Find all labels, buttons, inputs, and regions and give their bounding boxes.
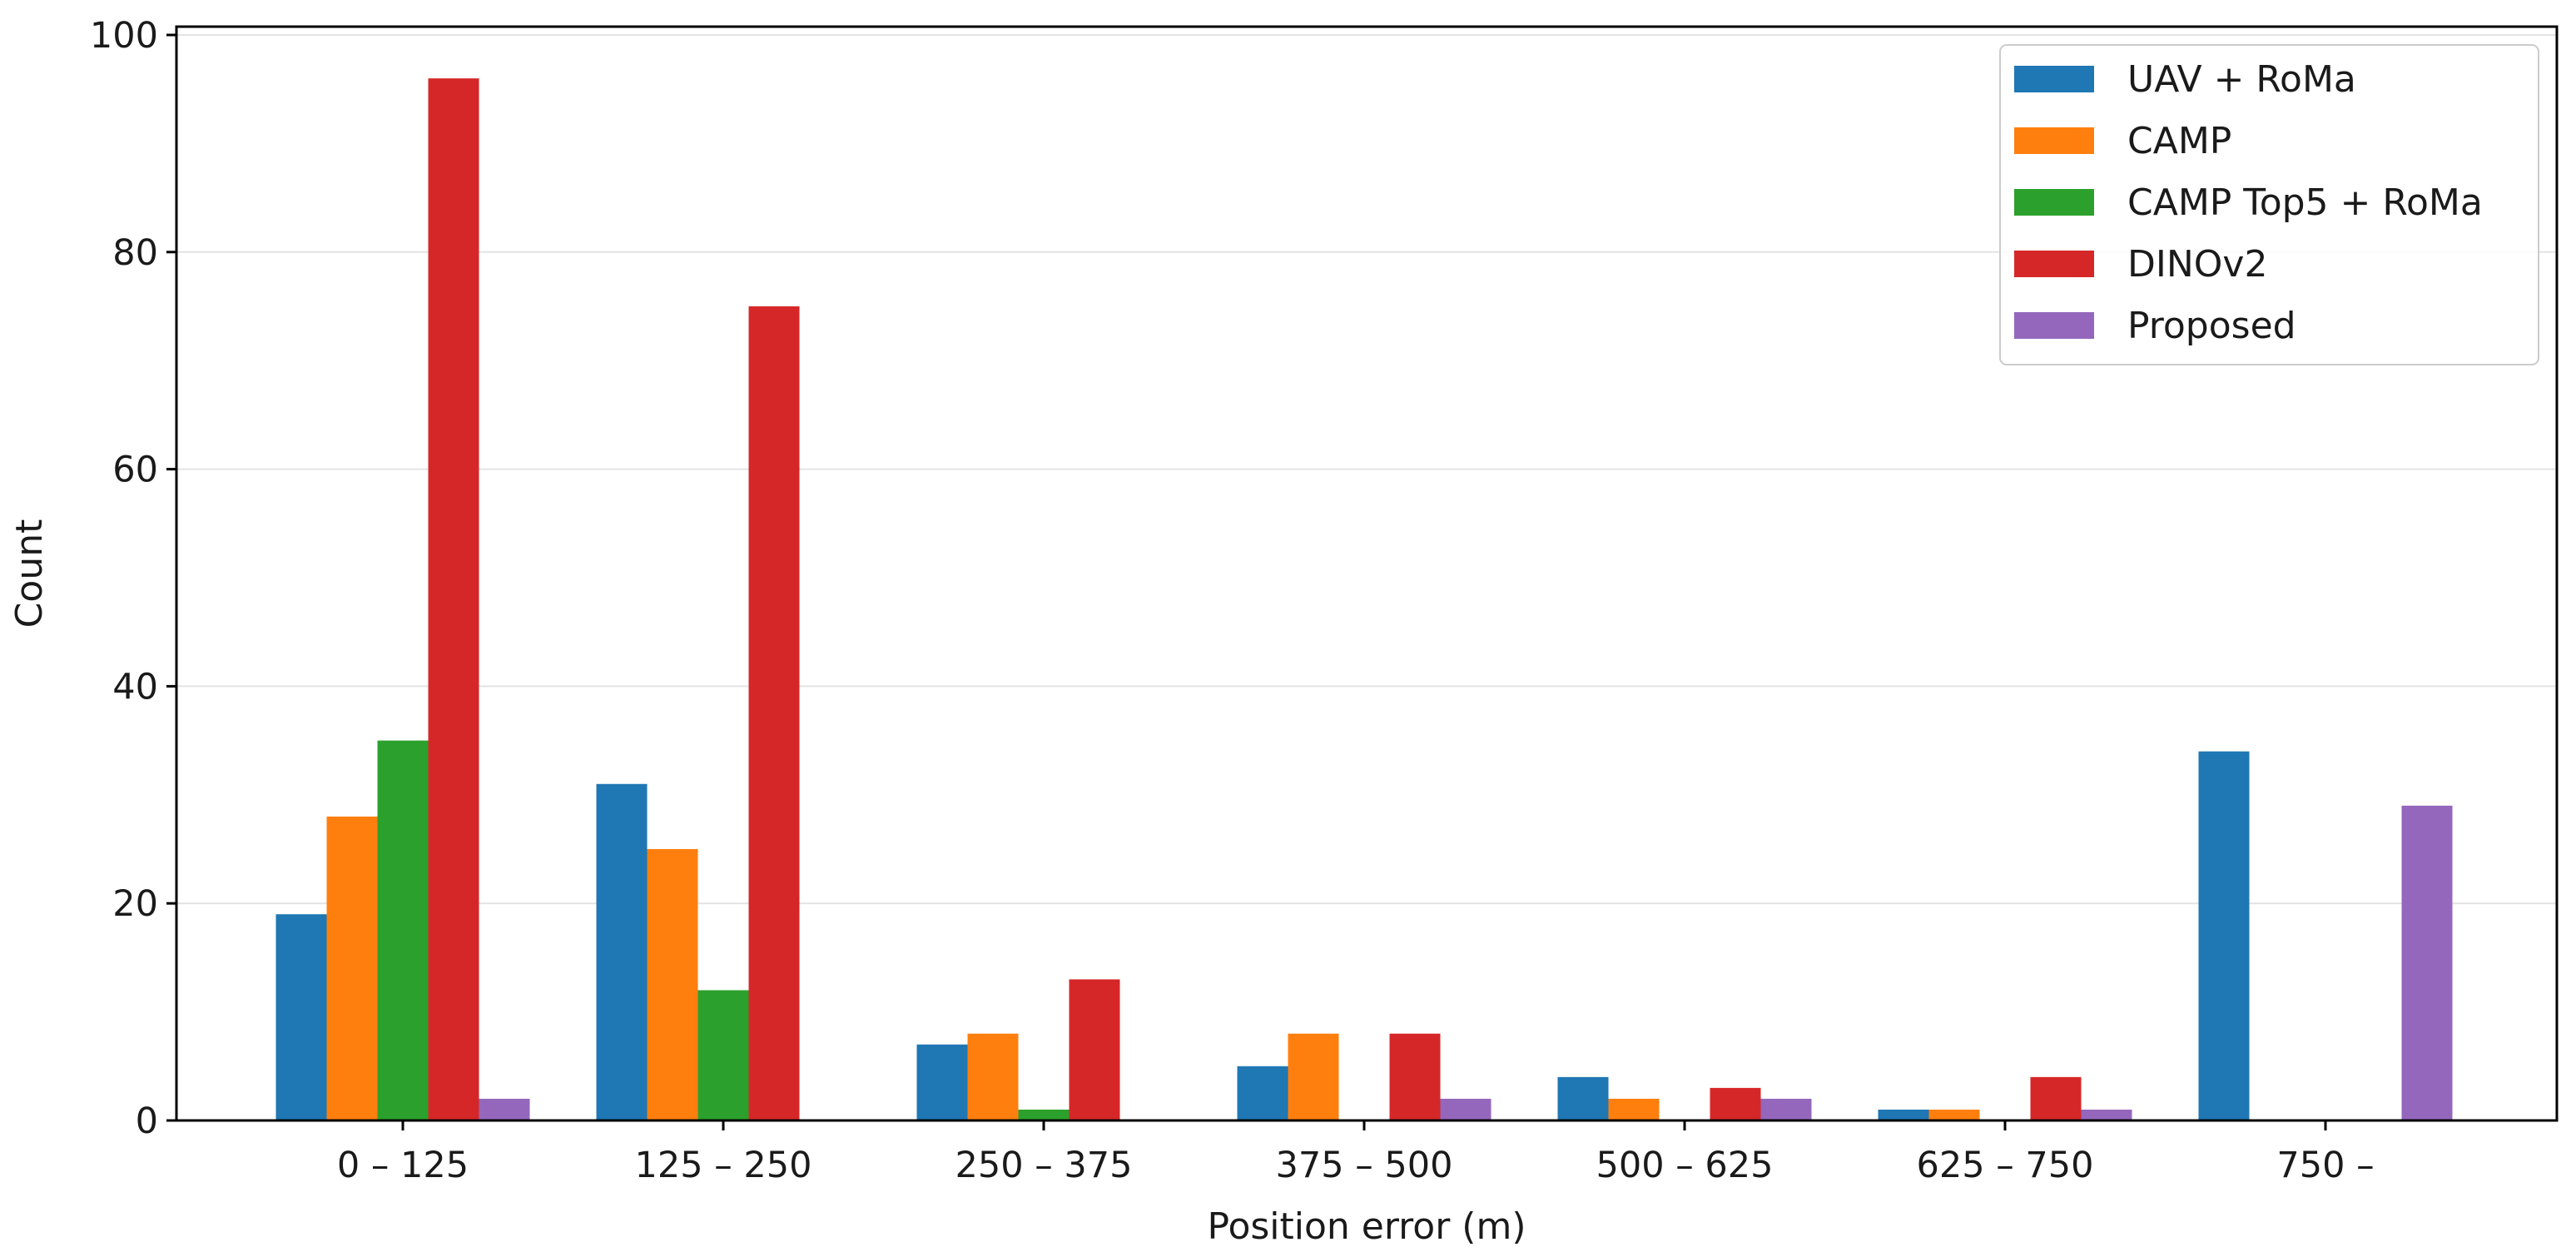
legend-label: UAV + RoMa [2127,58,2356,101]
x-tick-label: 625 – 750 [1917,1145,2094,1186]
x-tick-label: 375 – 500 [1276,1145,1453,1186]
bar [596,783,648,1120]
bar [326,816,378,1120]
bar [1018,1109,1070,1120]
bar [1288,1033,1339,1120]
bar [1557,1076,1609,1120]
bar [647,849,698,1120]
bar [377,740,429,1120]
bar [916,1044,968,1120]
legend-swatch [2014,66,2094,92]
bar [1389,1033,1441,1120]
bar [2401,805,2453,1120]
bar [1928,1109,1980,1120]
legend-label: DINOv2 [2127,243,2267,286]
plot-frame [175,25,2559,1122]
x-axis: 0 – 125 125 – 250 250 – 375 375 – 500 500 – … [337,1120,2375,1186]
bar [697,990,749,1120]
x-tick-label: 250 – 375 [955,1145,1133,1186]
bar [1760,1098,1812,1120]
legend-swatch [2014,127,2094,154]
bar [1878,1109,1929,1120]
bar [2198,751,2250,1120]
legend-swatch [2014,251,2094,277]
legend-swatch [2014,189,2094,216]
legend-swatch [2014,312,2094,339]
y-tick-label: 80 [112,232,158,274]
x-tick-label: 125 – 250 [635,1145,812,1186]
legend-label: CAMP [2127,120,2231,162]
legend: UAV + RoMa CAMP CAMP Top5 + RoMa DINOv2 Prop… [1999,44,2539,365]
y-tick-label: 20 [112,883,158,925]
bar [1237,1066,1288,1120]
bar [967,1033,1019,1120]
bar [1710,1087,1761,1120]
bar [2030,1076,2082,1120]
x-tick-label: 750 – [2276,1145,2374,1186]
y-axis: 0 20 40 60 80 100 [90,15,176,1142]
bar [1440,1098,1491,1120]
legend-box [1999,44,2539,365]
bar [1608,1098,1660,1120]
bar [748,306,800,1120]
bar [1069,979,1120,1120]
y-axis-label: Count [8,519,51,628]
y-tick-label: 100 [90,15,158,57]
y-tick-label: 0 [136,1100,158,1142]
y-tick-label: 40 [112,666,158,708]
bar [428,78,479,1120]
bar [275,914,327,1120]
x-tick-label: 0 – 125 [337,1145,469,1186]
x-tick-label: 500 – 625 [1596,1145,1774,1186]
bars [275,78,2453,1120]
legend-label: Proposed [2127,305,2296,347]
bar [2081,1109,2132,1120]
x-axis-label: Position error (m) [1207,1205,1526,1248]
legend-label: CAMP Top5 + RoMa [2127,181,2483,224]
y-tick-label: 60 [112,450,158,491]
bar [479,1098,530,1120]
